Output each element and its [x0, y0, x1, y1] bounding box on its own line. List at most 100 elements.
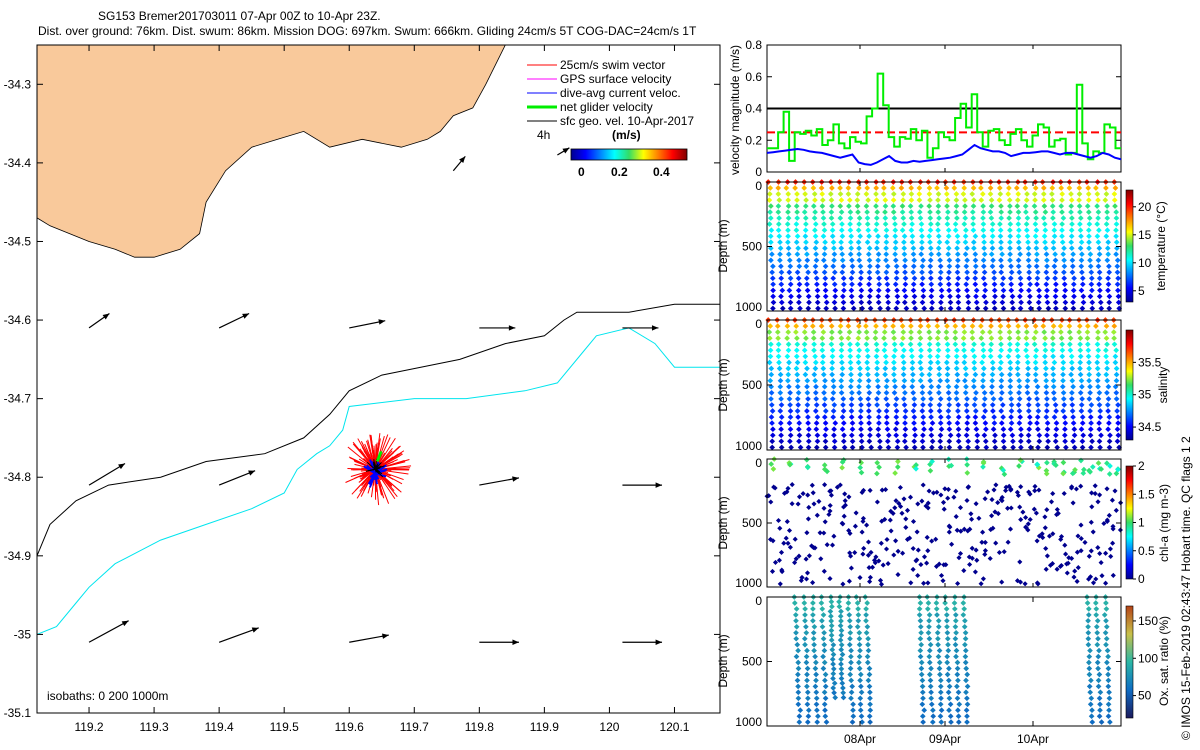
profile-point [775, 209, 782, 215]
profile-point [961, 526, 967, 532]
colorbar-tick-label: 150 [1138, 614, 1158, 628]
profile-point [1106, 299, 1113, 306]
current-vector [88, 313, 110, 329]
profile-point [1078, 239, 1085, 246]
profile-point [858, 683, 864, 690]
profile-point [1017, 305, 1024, 312]
profile-point [1097, 287, 1103, 294]
profile-point [854, 197, 861, 203]
isobath-200m [37, 303, 720, 556]
profile-point [856, 659, 862, 666]
profile-point [884, 377, 890, 384]
profile-point [802, 227, 809, 234]
coastline-land [37, 45, 506, 258]
profile-point [1111, 335, 1117, 342]
profile-point [937, 683, 944, 690]
profile-point [1068, 239, 1075, 246]
profile-point [953, 197, 960, 203]
profile-point [1044, 287, 1050, 294]
profile-point [1058, 203, 1065, 209]
profile-point [884, 402, 891, 408]
profile-point [1044, 402, 1050, 408]
profile-point [821, 389, 827, 396]
profile-point [918, 629, 924, 636]
profile-point [827, 576, 833, 582]
salinity-points [765, 317, 1122, 451]
profile-point [874, 263, 881, 270]
profile-point [872, 335, 879, 342]
profile-point [1026, 414, 1033, 420]
velocity-ytick-label: 0.8 [745, 38, 762, 52]
profile-point [937, 432, 944, 439]
profile-point [971, 359, 978, 366]
profile-point [811, 347, 817, 354]
profile-point [1052, 257, 1059, 264]
profile-point [953, 365, 960, 372]
profile-point [828, 618, 835, 624]
profile-point [1023, 341, 1030, 348]
profile-point [1033, 257, 1040, 264]
profile-point [965, 438, 972, 445]
profile-point [1061, 263, 1068, 270]
profile-point [934, 489, 940, 495]
profile-point [1095, 263, 1102, 270]
glider-track [374, 465, 378, 470]
profile-point [1050, 365, 1056, 372]
profile-point [1016, 269, 1023, 276]
velocity-ytick-label: 0 [755, 165, 762, 179]
profile-point [865, 402, 872, 408]
profile-point [830, 263, 837, 270]
profile-point [813, 275, 820, 282]
profile-point [846, 203, 852, 209]
profile-point [847, 227, 854, 234]
profile-point [1026, 269, 1032, 276]
colorbar-tick-label: 2 [1138, 459, 1145, 473]
profile-point [883, 251, 890, 258]
profile-point [768, 365, 775, 372]
profile-point [938, 293, 945, 300]
profile-point [861, 545, 867, 551]
profile-point [822, 408, 829, 414]
profile-point [952, 341, 959, 348]
profile-point [918, 641, 925, 648]
profile-point [918, 562, 924, 568]
profile-point [810, 606, 816, 612]
profile-point [893, 432, 900, 439]
profile-point [1005, 353, 1012, 360]
profile-point [919, 383, 926, 390]
profile-point [801, 185, 808, 191]
profile-point [983, 299, 989, 306]
profile-point [1033, 329, 1039, 335]
profile-point [829, 329, 835, 335]
profile-point [840, 275, 847, 282]
profile-point [1089, 490, 1095, 496]
profile-point [875, 287, 882, 294]
profile-point [817, 530, 823, 536]
profile-point [909, 377, 916, 384]
profile-point [1112, 359, 1119, 366]
profile-point [1104, 227, 1111, 234]
profile-point [979, 191, 986, 197]
profile-point [947, 713, 954, 720]
profile-point [766, 221, 773, 227]
map-ytick-label: -34.9 [4, 549, 32, 563]
profile-point [1016, 408, 1023, 414]
profile-point [902, 257, 908, 264]
profile-point [936, 402, 943, 408]
profile-point [919, 701, 926, 708]
profile-point [770, 293, 776, 300]
profile-point [809, 323, 816, 329]
profile-point [1106, 707, 1112, 714]
profile-point [1105, 426, 1111, 433]
profile-point [1016, 420, 1023, 426]
profile-point [767, 353, 774, 360]
profile-point [933, 600, 940, 606]
profile-point [894, 299, 901, 306]
profile-point [1043, 365, 1049, 372]
profile-point [1035, 408, 1042, 414]
profile-point [794, 383, 801, 390]
profile-point [916, 341, 923, 348]
profile-point [838, 341, 845, 348]
profile-point [865, 227, 872, 234]
profile-point [945, 353, 951, 360]
